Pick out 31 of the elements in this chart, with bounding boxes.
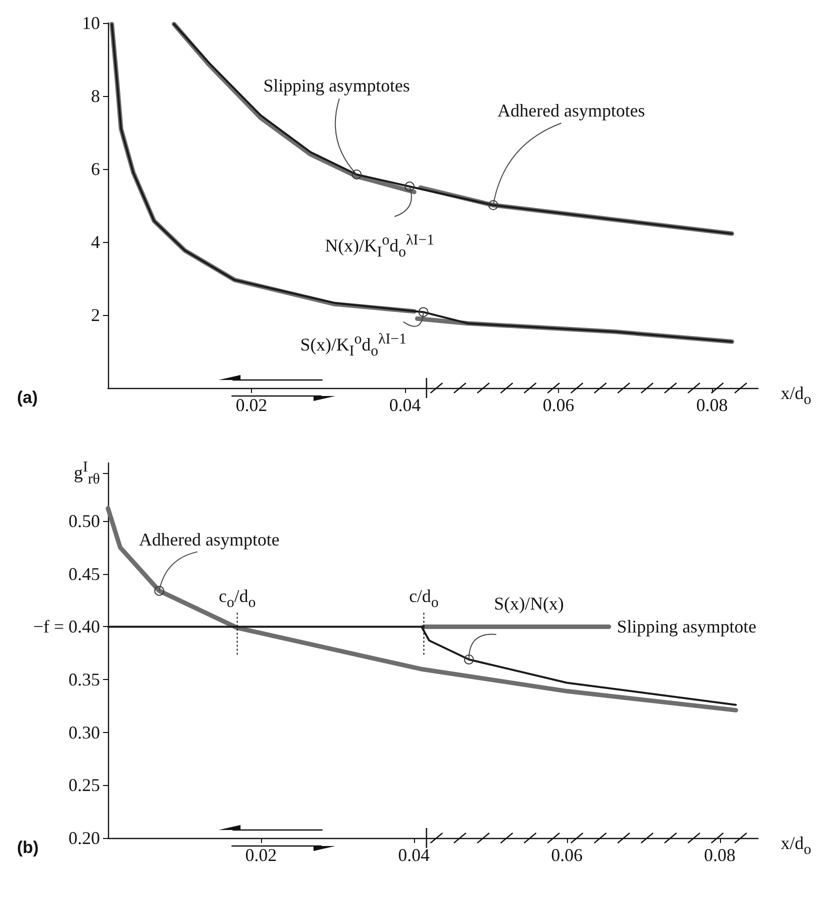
annotation: Adhered asymptote — [139, 529, 280, 550]
x-tick-label: 0.02 — [245, 845, 277, 865]
x-axis-title: x/d$_{o}$ — [780, 833, 812, 858]
annotation: Adhered asymptotes — [498, 100, 645, 121]
y-tick-label: 8 — [91, 86, 100, 106]
x-axis-title: x/d$_{o}$ — [780, 383, 812, 408]
text: (b) — [17, 838, 39, 857]
y-tick-label: 0.25 — [68, 775, 100, 796]
x-tick-label: 0.06 — [551, 845, 583, 865]
y-tick-label: 10 — [82, 13, 100, 33]
y-tick-label: 0.30 — [68, 722, 100, 742]
y-tick-label: 6 — [91, 159, 100, 179]
y-tick-label: 4 — [91, 232, 100, 252]
y-tick-label: 0.45 — [68, 564, 100, 584]
x-tick-label: 0.08 — [696, 395, 728, 415]
x-tick-label: 0.02 — [236, 395, 268, 415]
annotation: c/d$_{o}$ — [409, 586, 439, 611]
x-tick-label: 0.04 — [398, 845, 430, 865]
y-tick-label: 0.50 — [68, 511, 100, 532]
x-tick-label: 0.06 — [542, 395, 574, 415]
annotation: S(x)/N(x) — [494, 594, 564, 614]
x-tick-label: 0.04 — [389, 395, 421, 415]
annotation: Slipping asymptote — [616, 616, 756, 636]
y-tick-label: 0.20 — [68, 828, 100, 848]
x-tick-label: 0.08 — [704, 845, 736, 865]
y-tick-label: −f = 0.40 — [33, 616, 100, 637]
y-tick-label: 0.35 — [68, 670, 100, 690]
y-tick-label: 2 — [91, 305, 100, 325]
text: (a) — [17, 388, 38, 407]
annotation: Slipping asymptotes — [263, 76, 410, 96]
annotation: c$_{o}$/d$_{o}$ — [218, 586, 256, 611]
